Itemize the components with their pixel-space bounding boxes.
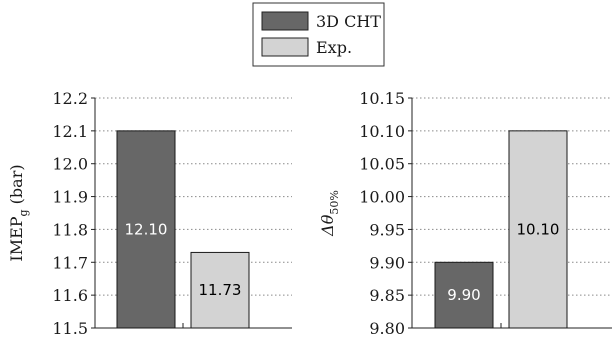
legend-label-3d-cht: 3D CHT [316,12,381,31]
y-tick-label: 11.6 [52,286,88,305]
y-tick-label: 9.85 [369,286,405,305]
y-tick-label: 12.2 [52,89,88,108]
y-tick-label: 10.00 [359,188,405,207]
y-tick-label: 11.9 [52,188,88,207]
y-tick-label: 12.1 [52,122,88,141]
y-tick-label: 11.7 [52,253,88,272]
bar-3d-cht [116,130,176,329]
bar-exp [190,251,250,329]
bar-exp [508,130,568,329]
y-tick-label: 9.90 [369,253,405,272]
y-tick-label: 9.95 [369,220,405,239]
data-label-3d-cht: 12.10 [125,220,168,238]
y-axis-label: Δθ50% [318,190,341,237]
y-tick-label: 10.15 [359,89,405,108]
y-tick-label: 11.5 [52,319,88,338]
y-tick-label: 10.05 [359,155,405,174]
y-axis-label: IMEPg (bar) [7,164,30,261]
data-label-exp: 10.10 [517,220,560,238]
y-tick-label: 10.10 [359,122,405,141]
y-tick-label: 9.80 [369,319,405,338]
chart-panels: 11.5 11.6 11.7 11.8 11.9 12.0 12.1 12.2 12.10 11.… [7,89,612,338]
y-tick-label: 11.8 [52,220,88,239]
legend-swatch-exp [261,37,309,57]
data-label-3d-cht: 9.90 [447,286,480,304]
legend-swatch-3d-cht [261,11,309,31]
chart-panel-2: 9.80 9.85 9.90 9.95 10.00 10.05 10.10 10.15 9.90… [318,89,612,338]
chart-panel-1: 11.5 11.6 11.7 11.8 11.9 12.0 12.1 12.2 12.10 11.… [7,89,292,338]
legend: 3D CHT Exp. [252,2,385,67]
y-tick-label: 12.0 [52,155,88,174]
data-label-exp: 11.73 [199,281,242,299]
legend-label-exp: Exp. [316,38,352,57]
bar-3d-cht [434,261,494,329]
